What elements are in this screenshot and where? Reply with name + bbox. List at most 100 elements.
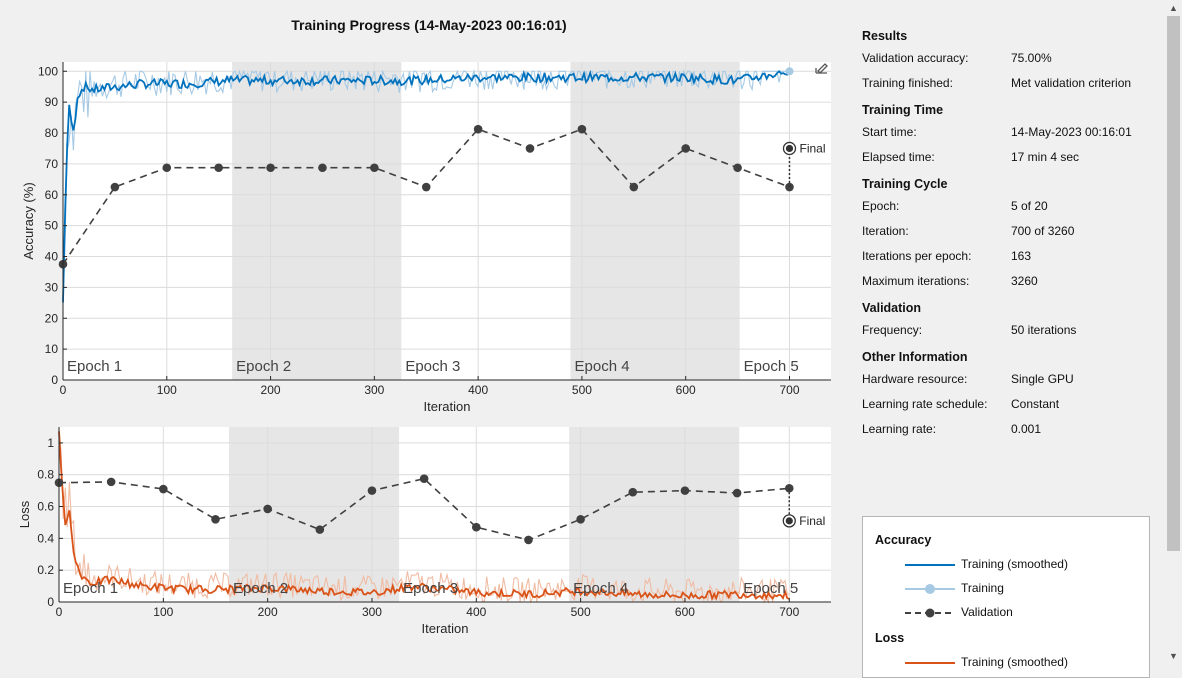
epoch-shade [232,62,402,380]
validation-point [315,525,325,534]
lr-schedule-value: Constant [1011,397,1060,411]
iteration-label: Iteration: [862,224,909,238]
loss-plot: Final Epoch 1 Epoch 2 Epoch 3 Epoch 4 Epoch 5… [17,427,831,636]
final-marker-dot [785,517,793,525]
validation-heading: Validation [862,301,922,315]
validation-point [680,486,690,495]
final-label: Final [799,141,825,155]
info-panel: Results Validation accuracy: 75.00% Train… [862,24,1162,442]
iteration-value: 700 of 3260 [1011,224,1075,238]
elapsed-time-row: Elapsed time: 17 min 4 sec [862,145,1162,170]
x-tick-label: 500 [571,605,591,619]
y-tick-label: 40 [45,250,59,264]
max-iterations-value: 3260 [1011,274,1038,288]
iterations-per-epoch-label: Iterations per epoch: [862,249,972,263]
training-time-heading: Training Time [862,103,944,117]
max-iterations-row: Maximum iterations: 3260 [862,269,1162,294]
x-tick-label: 400 [468,383,488,397]
epoch-label: Epoch 2 [233,580,288,597]
validation-line [58,477,790,541]
y-tick-label: 30 [45,280,59,294]
y-tick-label: 0.6 [37,500,54,514]
legend-acc-training-smoothed-label: Training (smoothed) [961,557,1068,571]
start-time-row: Start time: 14-May-2023 00:16:01 [862,120,1162,145]
training-raw-line [62,69,790,305]
frequency-value: 50 iterations [1011,323,1077,337]
validation-point [263,504,272,514]
legend-accuracy-title: Accuracy [875,533,932,547]
x-axis-label: Iteration [422,621,469,636]
y-tick-label: 0.8 [37,468,54,482]
frequency-label: Frequency: [862,323,923,337]
x-tick-label: 500 [572,383,592,397]
validation-point [473,124,483,134]
iterations-per-epoch-value: 163 [1011,249,1032,263]
validation-point [211,514,220,524]
validation-point [577,124,587,134]
x-tick-label: 200 [258,605,278,619]
legend-acc-training-smoothed: Training (smoothed) [905,555,1145,575]
final-label: Final [799,514,825,528]
final-marker-dot [785,144,794,153]
results-heading: Results [862,29,908,43]
validation-point [266,163,275,173]
x-tick-label: 700 [779,383,799,397]
epoch-label: Epoch 2 [236,358,291,375]
frequency-row: Frequency: 50 iterations [862,318,1162,343]
hardware-value: Single GPU [1011,372,1074,386]
learning-rate-label: Learning rate: [862,422,937,436]
training-finished-value: Met validation criterion [1011,76,1132,90]
y-tick-label: 0 [51,373,58,387]
legend-acc-training-label: Training [961,581,1004,595]
legend-loss-training-smoothed: Training (smoothed) [905,653,1145,673]
training-raw-line [58,428,790,605]
x-axis-label: Iteration [424,399,471,414]
validation-point [110,182,120,192]
y-tick-label: 80 [45,126,59,140]
other-info-heading: Other Information [862,350,968,364]
vertical-scrollbar[interactable]: ▲ ▼ [1165,0,1182,664]
epoch-value: 5 of 20 [1011,199,1048,213]
training-smoothed-line [58,431,790,602]
learning-rate-value: 0.001 [1011,422,1042,436]
max-iterations-label: Maximum iterations: [862,274,970,288]
training-endpoint [785,67,794,76]
y-axis-label: Loss [17,500,32,528]
x-tick-label: 300 [362,605,382,619]
hardware-label: Hardware resource: [862,372,968,386]
x-tick-label: 0 [56,605,63,619]
y-tick-label: 70 [45,157,59,171]
y-tick-label: 90 [45,95,59,109]
validation-point [681,144,691,153]
elapsed-time-label: Elapsed time: [862,150,935,164]
hardware-row: Hardware resource: Single GPU [862,367,1162,392]
validation-point [471,522,481,532]
scroll-up-icon[interactable]: ▲ [1169,3,1178,13]
scroll-down-icon[interactable]: ▼ [1169,651,1178,661]
epoch-label: Epoch 1 [67,358,122,375]
epoch-label: Epoch 5 [743,580,798,597]
y-tick-label: 1 [47,436,54,450]
start-time-value: 14-May-2023 00:16:01 [1011,125,1132,139]
training-finished-row: Training finished: Met validation criteri… [862,71,1162,96]
iterations-per-epoch-row: Iterations per epoch: 163 [862,244,1162,269]
epoch-label: Epoch: [862,199,900,213]
validation-point [419,474,429,484]
validation-point [733,163,742,173]
validation-point [732,488,742,498]
elapsed-time-value: 17 min 4 sec [1011,150,1080,164]
legend-acc-validation-label: Validation [961,605,1013,619]
epoch-shade [569,427,740,602]
export-plot-icon[interactable] [813,60,831,76]
scrollbar-thumb[interactable] [1167,16,1180,551]
legend-line-icon [905,662,955,664]
validation-point [367,486,377,495]
epoch-label: Epoch 4 [575,358,630,375]
legend-acc-validation: Validation [905,603,1145,623]
y-tick-label: 0.2 [37,563,54,577]
validation-point [214,163,223,173]
validation-point [421,182,431,192]
training-progress-charts: Training Progress (14-May-2023 00:16:01)… [17,17,831,636]
epoch-label: Epoch 3 [405,358,460,375]
y-tick-label: 0.4 [37,531,54,545]
